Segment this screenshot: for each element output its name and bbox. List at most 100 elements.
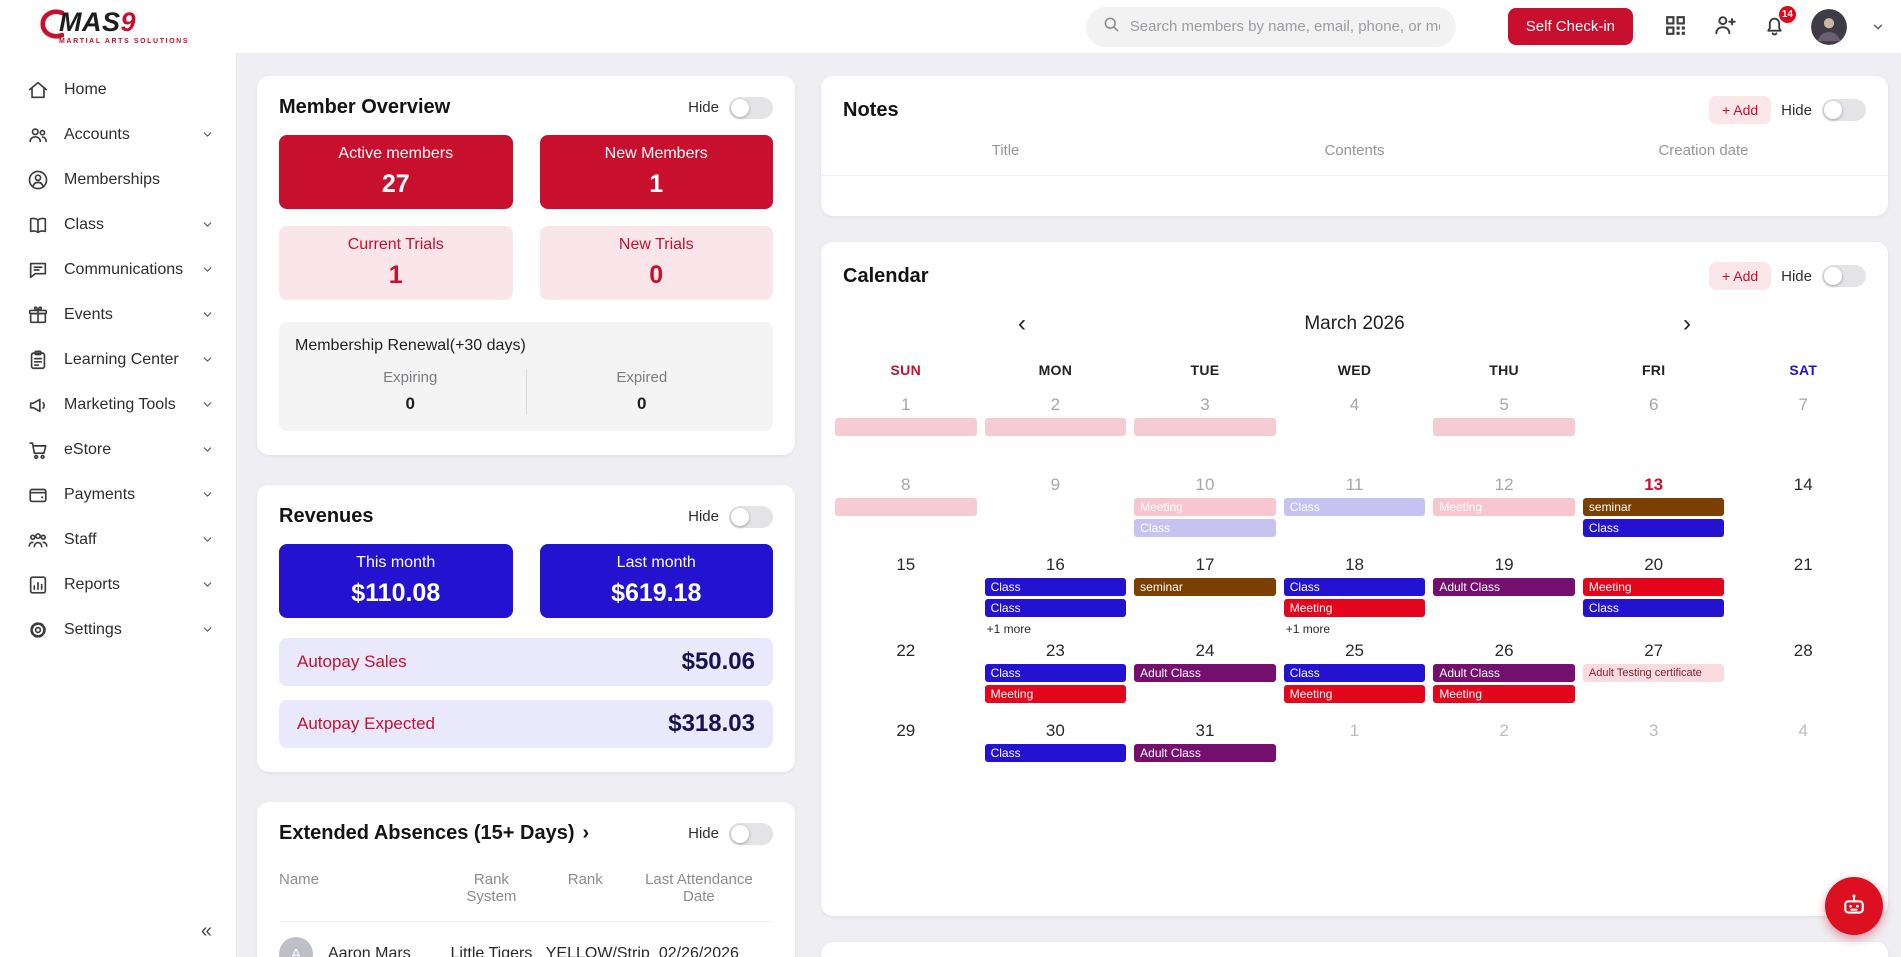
calendar-event[interactable]: Class	[984, 744, 1127, 762]
calendar-day-cell[interactable]: 27 Adult Testing certificate	[1579, 636, 1729, 716]
sidebar-collapse-button[interactable]: «	[200, 920, 212, 942]
calendar-event[interactable]: Adult Class	[1134, 744, 1276, 762]
calendar-event[interactable]	[1433, 418, 1575, 436]
calendar-day-cell[interactable]: 7	[1728, 390, 1878, 470]
calendar-day-cell[interactable]: 24 Adult Class	[1130, 636, 1280, 716]
self-checkin-button[interactable]: Self Check-in	[1507, 8, 1633, 45]
calendar-event[interactable]: Class	[1582, 599, 1725, 617]
calendar-day-cell[interactable]: 6	[1579, 390, 1729, 470]
calendar-event[interactable]: Meeting	[1433, 685, 1575, 703]
qr-code-button[interactable]	[1663, 13, 1688, 41]
calendar-day-cell[interactable]: 4	[1728, 716, 1878, 796]
sidebar-item-communications[interactable]: Communications	[0, 247, 236, 292]
calendar-event[interactable]: Meeting	[1134, 498, 1276, 516]
calendar-day-cell[interactable]: 23 Class Meeting	[981, 636, 1131, 716]
hide-toggle[interactable]	[729, 822, 773, 845]
calendar-day-cell[interactable]: 14	[1728, 470, 1878, 550]
sidebar-item-accounts[interactable]: Accounts	[0, 112, 236, 157]
prev-month-button[interactable]: ‹	[1006, 310, 1038, 338]
sidebar-item-payments[interactable]: Payments	[0, 472, 236, 517]
calendar-day-cell[interactable]: 30 Class	[981, 716, 1131, 796]
calendar-event[interactable]: Class	[1283, 578, 1426, 596]
calendar-day-cell[interactable]: 31 Adult Class	[1130, 716, 1280, 796]
table-row[interactable]: A Aaron Mars Little Tigers YELLOW/Strip 02/2…	[279, 921, 773, 957]
calendar-day-cell[interactable]: 2	[1429, 716, 1579, 796]
calendar-day-cell[interactable]: 11 Class	[1280, 470, 1430, 550]
calendar-day-cell[interactable]: 15	[831, 550, 981, 636]
avatar[interactable]	[1811, 8, 1847, 45]
calendar-event[interactable]: Class	[984, 578, 1127, 596]
calendar-day-cell[interactable]: 17 seminar	[1130, 550, 1280, 636]
title-chevron-icon[interactable]: ›	[582, 822, 590, 844]
calendar-event[interactable]: Adult Class	[1433, 578, 1575, 596]
add-member-button[interactable]	[1712, 12, 1738, 41]
sidebar-item-learning-center[interactable]: Learning Center	[0, 337, 236, 382]
calendar-event[interactable]: seminar	[1582, 498, 1725, 516]
calendar-day-cell[interactable]: 29	[831, 716, 981, 796]
calendar-day-cell[interactable]: 19 Adult Class	[1429, 550, 1579, 636]
calendar-day-cell[interactable]: 22	[831, 636, 981, 716]
sidebar-item-marketing-tools[interactable]: Marketing Tools	[0, 382, 236, 427]
calendar-day-cell[interactable]: 9	[981, 470, 1131, 550]
calendar-event[interactable]: Adult Class	[1433, 664, 1575, 682]
calendar-event[interactable]: Meeting	[1582, 578, 1725, 596]
calendar-day-cell[interactable]: 25 Class Meeting	[1280, 636, 1430, 716]
calendar-event[interactable]	[835, 498, 977, 516]
calendar-day-cell[interactable]: 18 Class Meeting +1 more	[1280, 550, 1430, 636]
calendar-event[interactable]: seminar	[1134, 578, 1276, 596]
hide-toggle[interactable]	[729, 505, 773, 528]
next-month-button[interactable]: ›	[1671, 310, 1703, 338]
calendar-day-cell[interactable]: 20 Meeting Class	[1579, 550, 1729, 636]
sidebar-item-memberships[interactable]: Memberships	[0, 157, 236, 202]
calendar-event[interactable]: Meeting	[1283, 685, 1426, 703]
calendar-event[interactable]	[984, 418, 1127, 436]
more-events-link[interactable]: +1 more	[1285, 622, 1331, 636]
calendar-day-cell[interactable]: 5	[1429, 390, 1579, 470]
calendar-event[interactable]: Class	[1283, 498, 1426, 516]
sidebar-item-staff[interactable]: Staff	[0, 517, 236, 562]
calendar-day-cell[interactable]: 16 Class Class +1 more	[981, 550, 1131, 636]
sidebar-item-settings[interactable]: Settings	[0, 607, 236, 652]
account-menu-caret-icon[interactable]	[1871, 20, 1885, 34]
calendar-day-cell[interactable]: 10 Meeting Class	[1130, 470, 1280, 550]
search-input[interactable]	[1129, 18, 1440, 35]
calendar-day-cell[interactable]: 4	[1280, 390, 1430, 470]
add-note-button[interactable]: + Add	[1708, 96, 1772, 124]
calendar-event[interactable]: Adult Testing certificate	[1582, 664, 1725, 682]
calendar-day-cell[interactable]: 8	[831, 470, 981, 550]
sidebar-item-class[interactable]: Class	[0, 202, 236, 247]
calendar-event[interactable]: Class	[1134, 519, 1276, 537]
hide-toggle[interactable]	[729, 96, 773, 119]
calendar-event[interactable]: Class	[1582, 519, 1725, 537]
calendar-event[interactable]: Class	[1283, 664, 1426, 682]
notifications-button[interactable]: 14	[1762, 5, 1796, 41]
calendar-event[interactable]: Meeting	[1433, 498, 1575, 516]
sidebar-item-reports[interactable]: Reports	[0, 562, 236, 607]
calendar-day-cell[interactable]: 13 seminar Class	[1579, 470, 1729, 550]
calendar-day-cell[interactable]: 28	[1728, 636, 1878, 716]
calendar-event[interactable]: Class	[984, 599, 1127, 617]
hide-toggle[interactable]	[1822, 265, 1866, 287]
calendar-event[interactable]: Adult Class	[1134, 664, 1276, 682]
calendar-day-cell[interactable]: 12 Meeting	[1429, 470, 1579, 550]
calendar-day-cell[interactable]: 1	[1280, 716, 1430, 796]
calendar-day-cell[interactable]: 1	[831, 390, 981, 470]
calendar-day-cell[interactable]: 3	[1579, 716, 1729, 796]
calendar-day-cell[interactable]: 2	[981, 390, 1131, 470]
calendar-event[interactable]: Class	[984, 664, 1127, 682]
calendar-event[interactable]: Meeting	[984, 685, 1127, 703]
chat-bot-fab[interactable]	[1825, 877, 1883, 935]
calendar-event[interactable]	[1134, 418, 1276, 436]
calendar-day-cell[interactable]: 3	[1130, 390, 1280, 470]
calendar-day-cell[interactable]: 26 Adult Class Meeting	[1429, 636, 1579, 716]
sidebar-item-events[interactable]: Events	[0, 292, 236, 337]
calendar-event[interactable]	[835, 418, 977, 436]
add-event-button[interactable]: + Add	[1708, 262, 1772, 290]
more-events-link[interactable]: +1 more	[986, 622, 1031, 636]
app-logo[interactable]: MAS9 MARTIAL ARTS SOLUTIONS	[40, 8, 189, 45]
calendar-event[interactable]: Meeting	[1283, 599, 1426, 617]
sidebar-item-estore[interactable]: eStore	[0, 427, 236, 472]
calendar-day-cell[interactable]: 21	[1728, 550, 1878, 636]
hide-toggle[interactable]	[1822, 99, 1866, 121]
sidebar-item-home[interactable]: Home	[0, 67, 236, 112]
